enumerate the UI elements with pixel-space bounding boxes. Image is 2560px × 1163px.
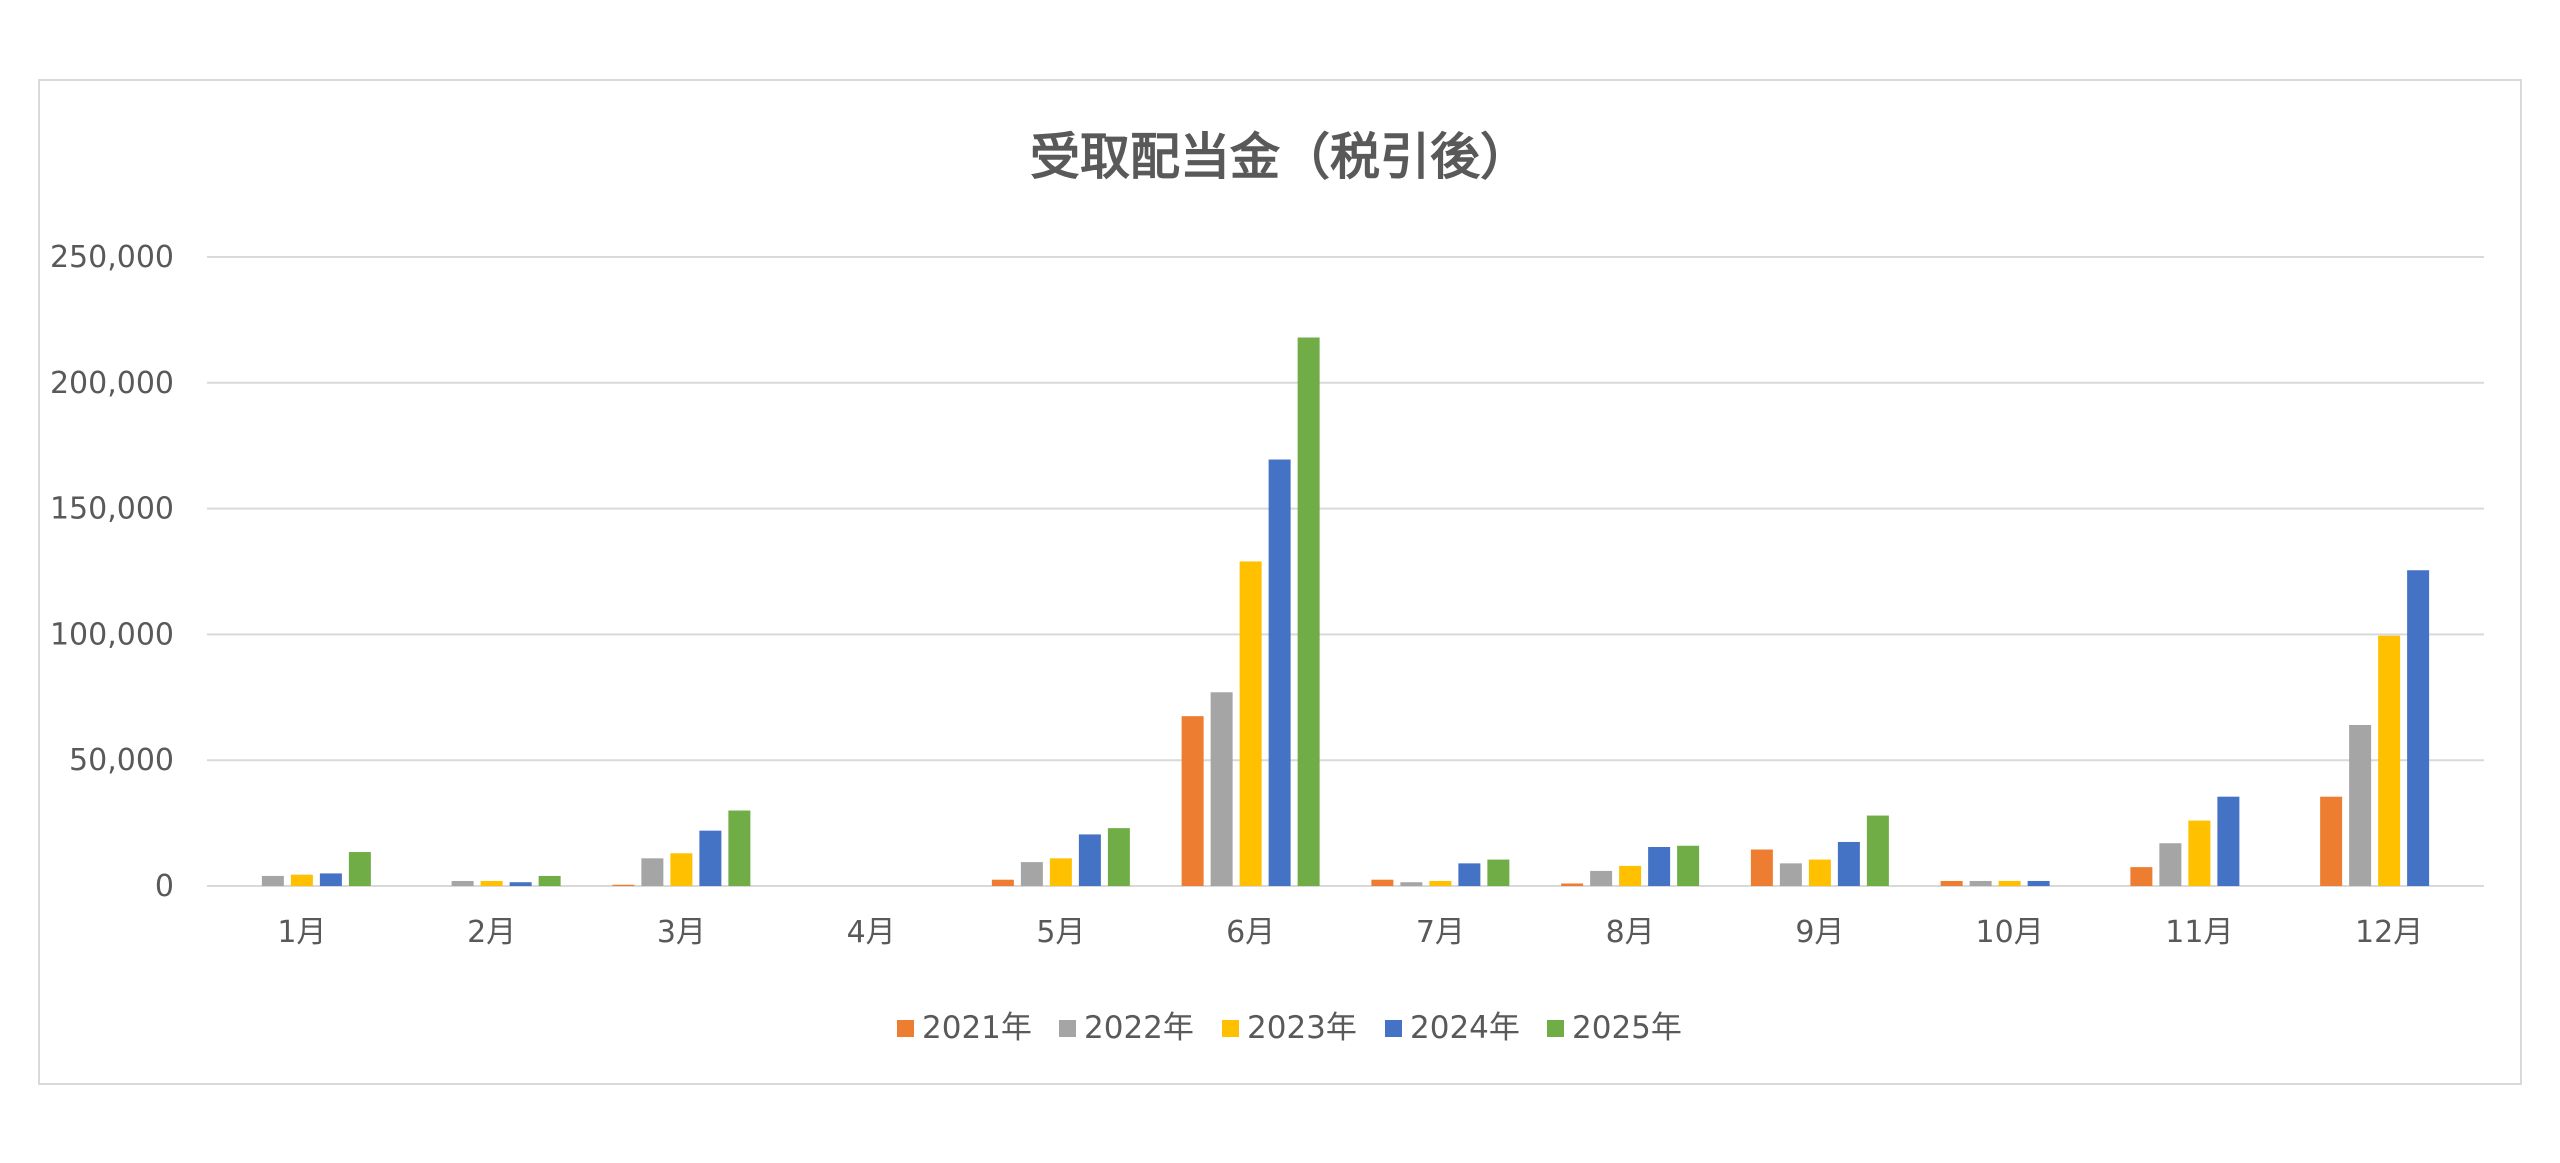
bar-2023年-5月 [1049,858,1072,886]
legend-swatch [1385,1020,1402,1037]
bar-2021年-12月 [2320,796,2343,886]
bar-2021年-10月 [1940,880,1963,886]
legend-label: 2024年 [1410,1010,1520,1046]
x-tick-label: 12月 [2355,915,2423,950]
legend-label: 2021年 [922,1010,1032,1046]
bar-2022年-6月 [1210,692,1233,886]
bar-2025年-8月 [1677,845,1700,886]
legend-swatch [1059,1020,1076,1037]
bar-2022年-2月 [451,880,474,886]
legend-swatch [897,1020,914,1037]
bar-2022年-7月 [1400,882,1423,886]
legend: 2021年 2022年 2023年 2024年 2025年 [897,1010,1682,1046]
bar-2023年-10月 [1998,880,2021,886]
dividend-bar-chart: 受取配当金（税引後） 0 50,000 100,000 150,000 200,000 2… [50,128,2484,1046]
x-tick-label: 11月 [2165,915,2233,950]
bar-2023年-7月 [1429,880,1452,886]
bar-2024年-8月 [1648,847,1671,886]
bar-2024年-1月 [319,873,342,886]
bar-2022年-1月 [261,875,284,886]
y-tick-label: 250,000 [50,240,174,275]
x-tick-label: 3月 [657,915,706,950]
x-tick-label: 1月 [277,915,326,950]
bar-2023年-8月 [1619,865,1642,886]
x-tick-label: 7月 [1416,915,1465,950]
bar-2024年-7月 [1458,863,1481,886]
gridlines [207,256,2484,887]
bars [261,337,2430,887]
bar-2024年-3月 [699,830,722,886]
x-axis-tick-labels: 1月 2月 3月 4月 5月 6月 7月 8月 9月 10月 11月 12月 [277,915,2423,950]
legend-item: 2023年 [1222,1010,1357,1046]
legend-swatch [1222,1020,1239,1037]
x-tick-label: 2月 [467,915,516,950]
bar-2021年-7月 [1371,879,1394,886]
legend-item: 2021年 [897,1010,1032,1046]
y-tick-label: 0 [155,869,174,904]
bar-2022年-10月 [1969,880,1992,886]
bar-2022年-5月 [1020,862,1043,886]
bar-2022年-9月 [1779,863,1802,886]
bar-2025年-3月 [728,810,751,886]
bar-2021年-11月 [2130,867,2153,886]
legend-label: 2023年 [1247,1010,1357,1046]
x-tick-label: 4月 [847,915,896,950]
bar-2021年-5月 [991,879,1014,886]
bar-2021年-9月 [1750,849,1773,886]
legend-item: 2025年 [1547,1010,1682,1046]
bar-2024年-10月 [2027,880,2050,886]
legend-item: 2024年 [1385,1010,1520,1046]
bar-2021年-3月 [612,884,635,886]
bar-2025年-9月 [1866,815,1889,886]
y-tick-label: 150,000 [50,492,174,527]
legend-item: 2022年 [1059,1010,1194,1046]
bar-2024年-2月 [509,882,532,886]
bar-2022年-11月 [2159,843,2182,886]
y-tick-label: 50,000 [69,743,174,778]
legend-label: 2025年 [1572,1010,1682,1046]
bar-2021年-6月 [1181,716,1204,886]
bar-2025年-2月 [538,875,561,886]
bar-2023年-12月 [2378,635,2401,886]
bar-2025年-1月 [348,852,371,886]
legend-label: 2022年 [1084,1010,1194,1046]
bar-2023年-6月 [1239,561,1262,886]
legend-swatch [1547,1020,1564,1037]
bar-2023年-1月 [290,874,313,886]
bar-2024年-5月 [1078,834,1101,886]
chart-title: 受取配当金（税引後） [1030,128,1530,186]
bar-2021年-8月 [1561,883,1584,886]
bar-2022年-3月 [641,858,664,886]
y-tick-label: 100,000 [50,617,174,652]
bar-2023年-11月 [2188,820,2211,886]
bar-2022年-8月 [1590,870,1613,886]
x-tick-label: 10月 [1976,915,2044,950]
bar-2024年-11月 [2217,796,2240,886]
bar-2024年-9月 [1837,841,1860,886]
bar-2023年-3月 [670,853,693,886]
bar-2025年-5月 [1107,828,1130,886]
y-axis-tick-labels: 0 50,000 100,000 150,000 200,000 250,000 [50,240,174,904]
bar-2022年-12月 [2349,724,2372,886]
bar-2024年-12月 [2407,570,2430,886]
bar-2023年-9月 [1808,859,1831,886]
chart-frame: 受取配当金（税引後） 0 50,000 100,000 150,000 200,000 2… [38,79,2522,1085]
bar-2023年-2月 [480,880,503,886]
bar-2025年-6月 [1297,337,1320,887]
y-tick-label: 200,000 [50,366,174,401]
bar-2024年-6月 [1268,459,1291,886]
x-tick-label: 9月 [1795,915,1844,950]
bar-2025年-7月 [1487,859,1510,886]
x-tick-label: 5月 [1036,915,1085,950]
x-tick-label: 8月 [1606,915,1655,950]
x-tick-label: 6月 [1226,915,1275,950]
